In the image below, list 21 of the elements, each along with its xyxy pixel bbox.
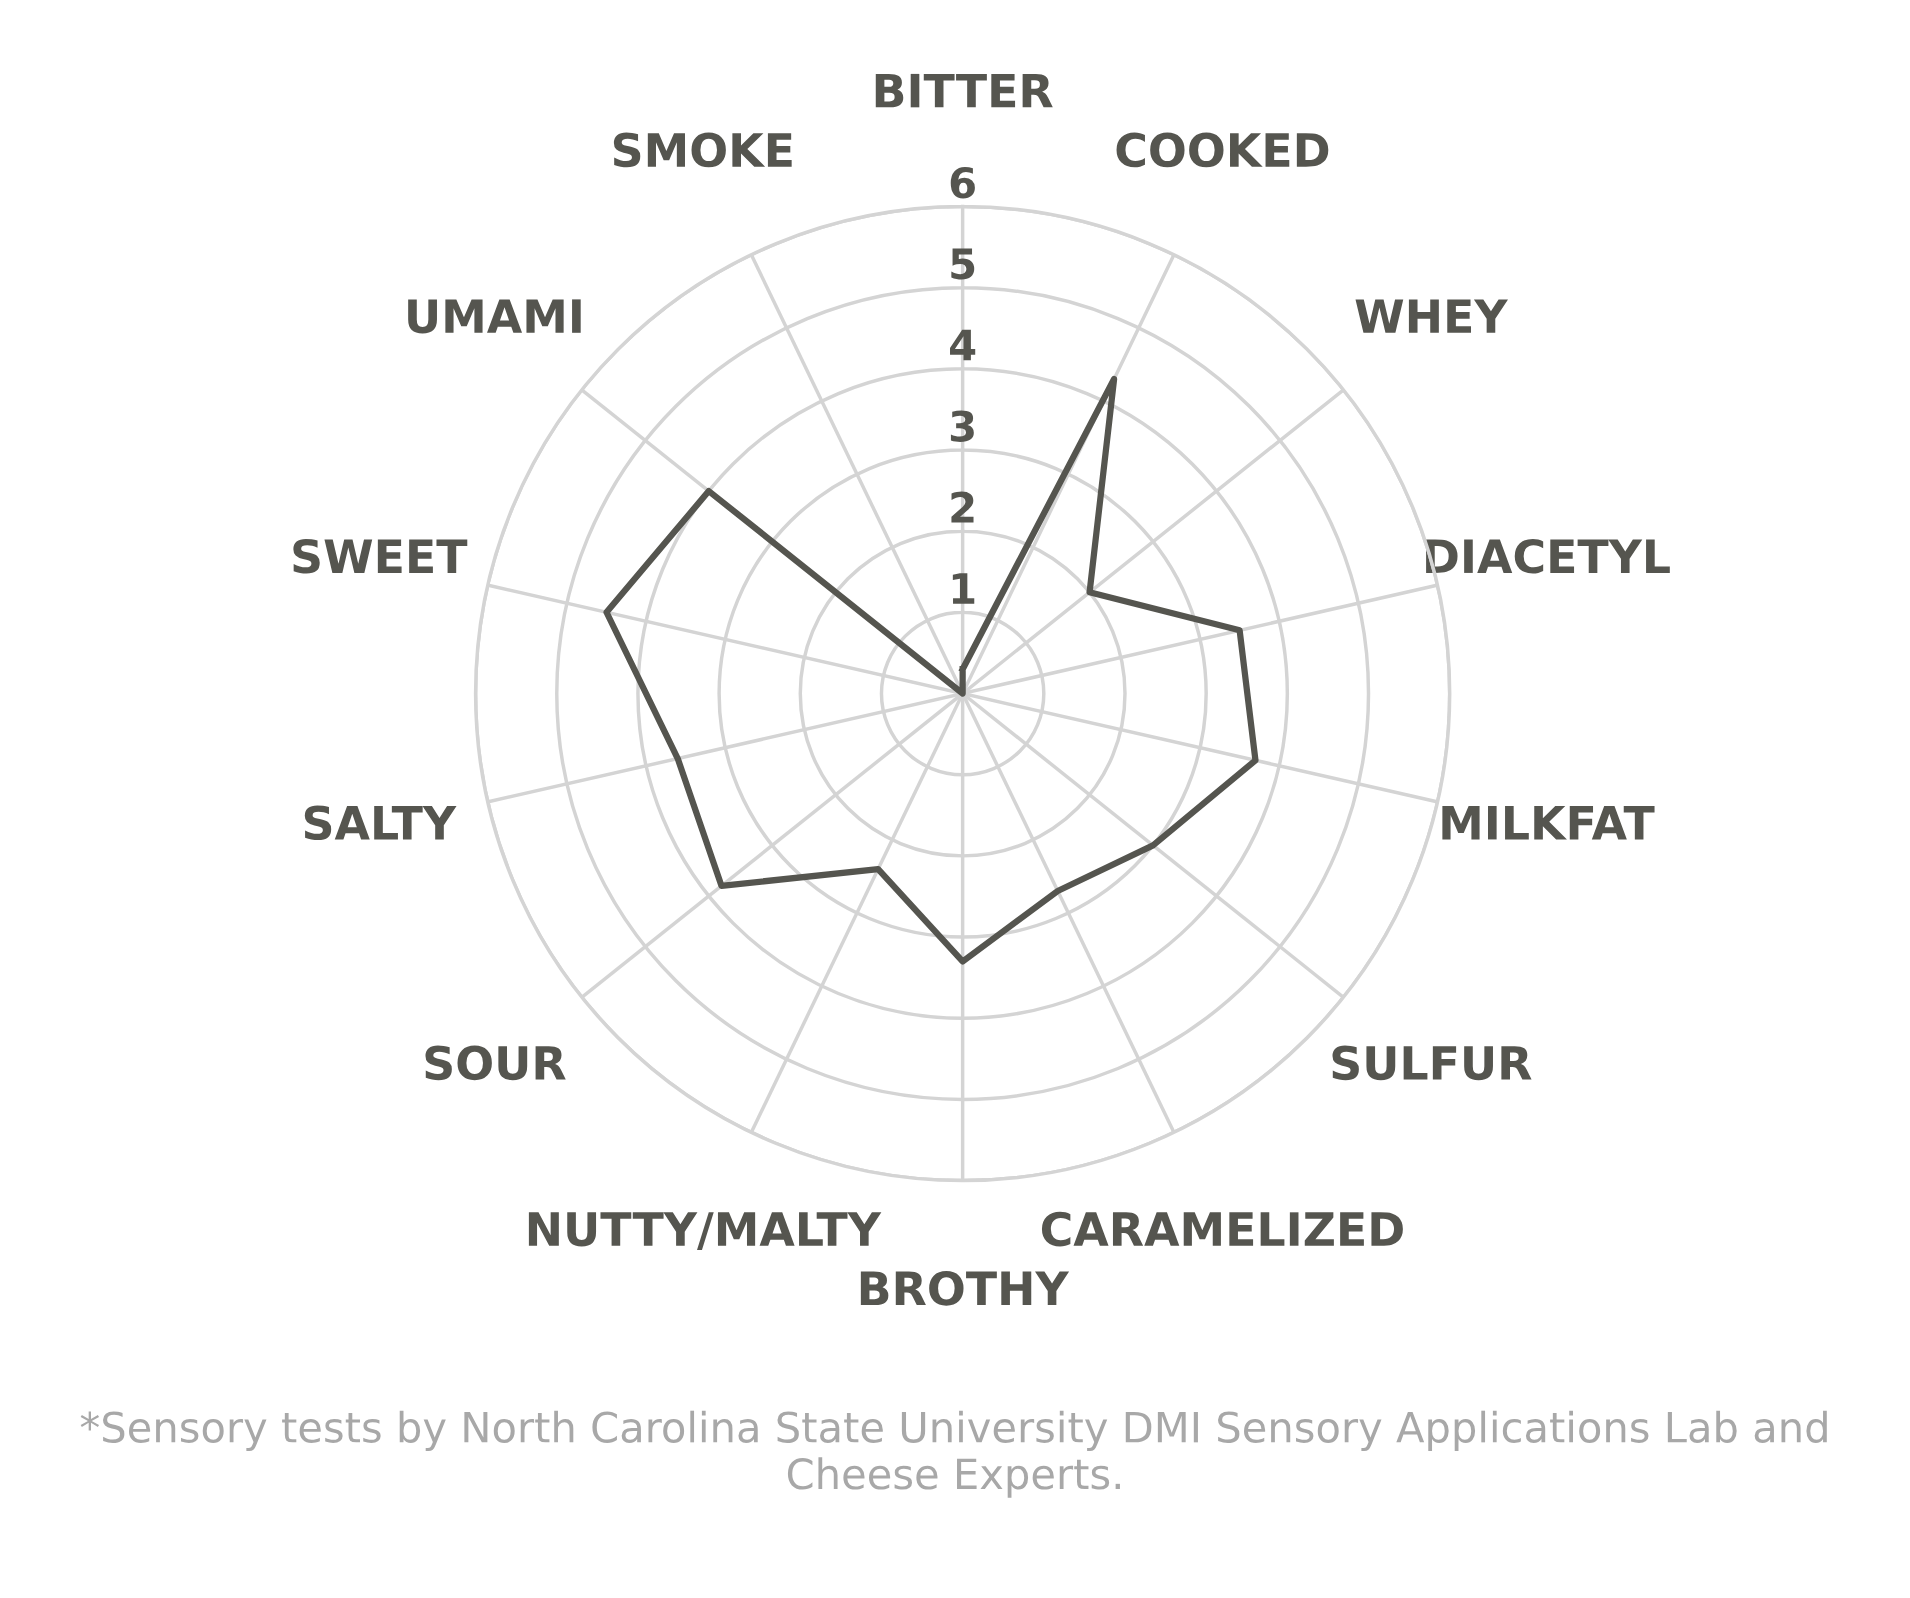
spoke-label: MILKFAT: [1442, 806, 1655, 840]
spoke-label: SWEET: [293, 538, 468, 574]
spoke-label: SULFUR: [1332, 1045, 1532, 1081]
y-tick-label: 3: [950, 410, 974, 442]
y-tick-label: 4: [950, 329, 976, 361]
spoke-label: DIACETYL: [1426, 538, 1670, 574]
spoke-label: WHEY: [1355, 299, 1508, 333]
spoke-label: BROTHY: [860, 1271, 1070, 1306]
text: *Sensory tests by North Carolina State University DMI Sensory Applications Lab and Cheese Experts.: [80, 1410, 1827, 1498]
y-tick-label: 1: [952, 573, 975, 604]
spoke-label: SMOKE: [613, 132, 792, 168]
spoke-label: CARAMELIZED: [1041, 1211, 1403, 1247]
spoke-label: SALTY: [304, 805, 457, 841]
spoke-label: UMAMI: [408, 299, 581, 334]
spoke-label: NUTTY/MALTY: [528, 1212, 882, 1250]
spoke-label: SOUR: [425, 1045, 566, 1081]
y-tick-label: 2: [951, 491, 974, 523]
y-tick-label: 5: [951, 248, 975, 280]
y-tick-label: 6: [950, 166, 975, 199]
spoke-label: BITTER: [875, 73, 1053, 108]
spoke-label: COOKED: [1116, 132, 1329, 168]
